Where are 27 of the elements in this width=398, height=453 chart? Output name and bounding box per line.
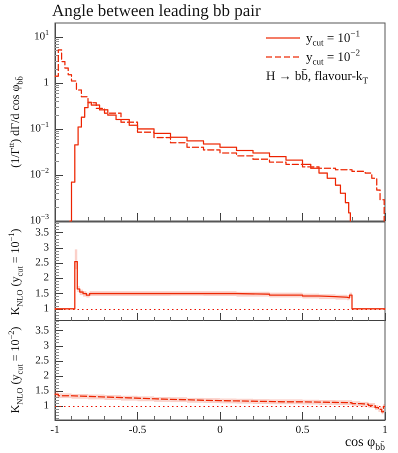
y-tick-label: 1 (44, 400, 49, 412)
y-tick-label: 1.5 (35, 287, 49, 300)
legend-label: y$_{cut}$ = 10$^{−1}$ (306, 28, 360, 48)
annotation: H → bb̄, flavour-k$_{T}$ (266, 68, 368, 86)
y-tick-label: 3 (44, 339, 49, 352)
y-tick-label: 3 (44, 241, 49, 254)
x-tick-label: 0 (217, 424, 223, 436)
y-tick-label: 2.5 (35, 256, 49, 269)
y-tick-label: 2 (44, 370, 49, 382)
y-tick-label: 2 (44, 272, 49, 284)
y-tick-label: 10$^{1}$ (34, 28, 49, 42)
y-tick-label: 1 (44, 302, 49, 314)
y-tick-label: 3.5 (35, 324, 49, 336)
x-axis-title: cos φ$_{bb̄}$ (344, 435, 385, 453)
y-tick-label: 10$^{−2}$ (30, 166, 49, 180)
legend-label: y$_{cut}$ = 10$^{−2}$ (306, 48, 360, 67)
x-tick-label: 0.5 (296, 424, 310, 436)
y-tick-label: 1.5 (35, 384, 49, 397)
y-tick-label: 10$^{−1}$ (30, 120, 49, 134)
y-tick-label: 1 (44, 76, 49, 88)
x-tick-label: -0.5 (128, 424, 146, 436)
x-tick-label: 1 (382, 424, 388, 436)
chart-title: Angle between leading bb pair (52, 1, 261, 20)
y-tick-label: 10$^{−3}$ (30, 212, 49, 226)
y-tick-label: 2.5 (35, 354, 49, 366)
y-tick-label: 3.5 (35, 226, 49, 238)
x-tick-label: -1 (50, 424, 60, 436)
